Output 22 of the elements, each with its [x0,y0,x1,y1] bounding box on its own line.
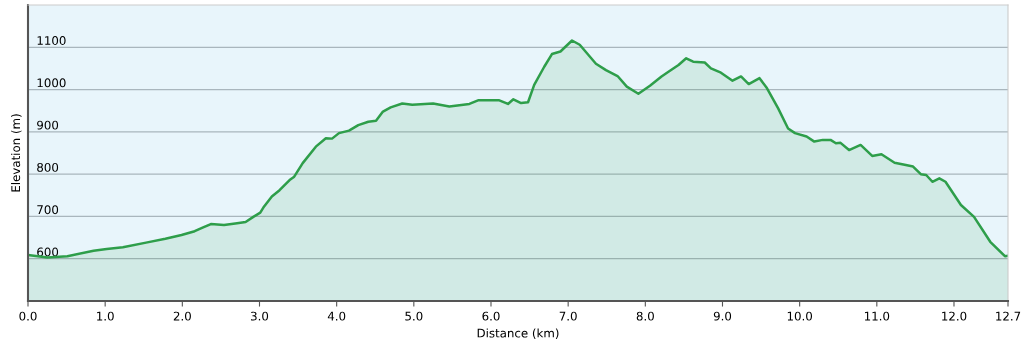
y-tick-label: 1000 [37,78,66,88]
x-tick-label: 2.0 [173,311,191,321]
y-tick-label: 900 [37,120,59,130]
y-axis-title: Elevation (m) [11,114,22,192]
x-tick-label: 8.0 [636,311,654,321]
x-tick-label: 12.0 [942,311,967,321]
y-tick-label: 600 [37,247,59,257]
x-tick-label: 6.0 [482,311,500,321]
x-tick-label: 11.0 [864,311,890,321]
x-tick-label: 4.0 [327,311,346,321]
x-tick-label: 3.0 [251,311,269,321]
y-tick-label: 700 [37,205,59,215]
x-axis-title: Distance (km) [477,328,559,339]
x-tick-label: 10.0 [787,311,813,321]
x-tick-label: 1.0 [97,311,114,321]
x-tick-label: 5.0 [405,311,423,321]
x-tick-label: 9.0 [713,311,732,321]
x-tick-label: 0.0 [19,311,37,321]
y-tick-label: 1100 [37,36,66,45]
x-tick-label: 12.7 [996,311,1021,321]
x-tick-label: 7.0 [559,311,577,321]
y-tick-label: 800 [37,162,59,172]
